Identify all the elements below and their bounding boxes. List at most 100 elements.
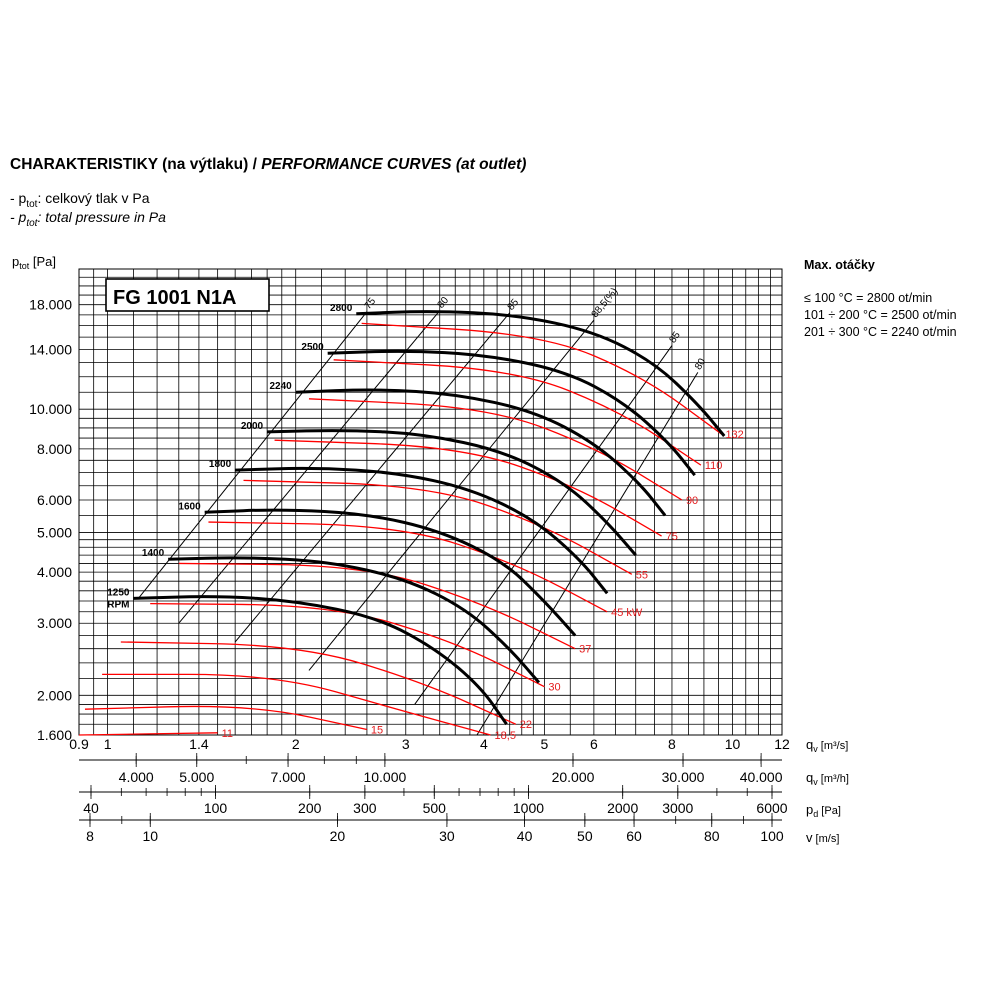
speed-curve-unit: RPM <box>107 599 129 610</box>
secondary-tick-label: 100 <box>204 800 228 816</box>
speed-curve-label: 2000 <box>241 421 264 432</box>
x-tick-label: 1.4 <box>189 736 209 752</box>
legend-line-en: - ptot: total pressure in Pa <box>10 209 166 229</box>
x-tick-label: 6 <box>590 736 598 752</box>
efficiency-label: 85 <box>667 330 683 346</box>
secondary-tick-label: 40.000 <box>740 769 783 785</box>
power-curve-label: 90 <box>686 495 698 507</box>
power-curve-label: 75 <box>666 531 678 543</box>
speed-curve <box>267 429 637 557</box>
speed-curve <box>168 556 541 684</box>
speed-curve <box>133 595 508 726</box>
power-curve-label: 30 <box>548 682 560 694</box>
x-tick-label: 5 <box>540 736 548 752</box>
efficiency-line <box>476 372 699 736</box>
power-curve <box>178 562 576 650</box>
speed-curve-label: 1800 <box>209 459 232 470</box>
power-curve-label: 132 <box>725 429 743 441</box>
legend-text-cz: : celkový tlak v Pa <box>37 190 150 206</box>
efficiency-label: 85 <box>506 297 522 313</box>
efficiency-line <box>414 345 673 705</box>
power-curve-label: 22 <box>520 719 532 731</box>
y-axis-label: ptot [Pa] <box>12 254 56 271</box>
secondary-tick-label: 20.000 <box>552 769 595 785</box>
x-tick-label: 4 <box>480 736 488 752</box>
secondary-tick-label: 8 <box>86 828 94 844</box>
max-speed-row-2: 101 ÷ 200 °C = 2500 ot/min <box>804 308 957 322</box>
y-tick-label: 14.000 <box>29 341 72 357</box>
power-curve <box>150 602 545 688</box>
x-axis-label: qv [m³/s] <box>806 737 848 754</box>
secondary-tick-label: 40 <box>83 800 99 816</box>
secondary-tick-label: 1000 <box>513 800 544 816</box>
secondary-tick-label: 300 <box>353 800 377 816</box>
secondary-tick-label: 4.000 <box>119 769 154 785</box>
legend-text-en: : total pressure in Pa <box>37 209 166 225</box>
speed-curve <box>295 388 667 517</box>
title-english: PERFORMANCE CURVES (at outlet) <box>261 156 527 173</box>
secondary-tick-label: 30 <box>439 828 455 844</box>
speed-curve-label: 1400 <box>142 548 165 559</box>
max-speed-row-1: ≤ 100 °C = 2800 ot/min <box>804 291 933 305</box>
y-tick-label: 8.000 <box>37 441 72 457</box>
power-curve-label: 45 kW <box>611 607 643 619</box>
title-czech: CHARAKTERISTIKY (na výtlaku) / <box>10 156 257 173</box>
power-curve <box>102 673 491 736</box>
power-curve <box>361 322 722 435</box>
speed-curve <box>204 508 577 637</box>
legend-p: - p <box>10 190 27 206</box>
secondary-tick-label: 5.000 <box>179 769 214 785</box>
secondary-tick-label: 40 <box>517 828 533 844</box>
speed-curve-label: 2500 <box>301 342 324 353</box>
secondary-tick-label: 6000 <box>756 800 787 816</box>
secondary-tick-label: 2000 <box>607 800 638 816</box>
x-tick-label: 12 <box>774 736 790 752</box>
secondary-tick-label: 80 <box>704 828 720 844</box>
y-tick-label: 5.000 <box>37 524 72 540</box>
model-label-box <box>105 278 270 312</box>
power-curve <box>333 359 702 466</box>
x-tick-label: 1 <box>104 736 112 752</box>
power-curve <box>84 705 368 731</box>
speed-curve-label: 1250 <box>107 587 130 598</box>
speed-curve-label: 2800 <box>330 303 353 314</box>
secondary-axis-label: pd [Pa] <box>806 802 841 819</box>
efficiency-label: 80 <box>693 356 708 372</box>
secondary-tick-label: 60 <box>626 828 642 844</box>
x-tick-label: 2 <box>292 736 300 752</box>
speed-curve-label: 1600 <box>178 501 201 512</box>
secondary-axis-label: qv [m³/h] <box>806 770 849 787</box>
power-curve-label: 18,5 <box>495 730 516 742</box>
power-curve <box>120 641 517 725</box>
speed-curve <box>327 349 696 477</box>
power-curve-label: 15 <box>371 725 383 737</box>
plot-frame <box>78 268 783 736</box>
speed-curve-label: 2240 <box>269 381 292 392</box>
secondary-axis-label: v [m/s] <box>806 830 839 845</box>
secondary-tick-label: 50 <box>577 828 593 844</box>
y-tick-label: 3.000 <box>37 615 72 631</box>
legend-p2: - p <box>10 209 27 225</box>
y-tick-label: 1.600 <box>37 727 72 743</box>
speed-curve <box>235 466 609 595</box>
secondary-tick-label: 200 <box>298 800 322 816</box>
y-tick-label: 18.000 <box>29 297 72 313</box>
power-curve-label: 11 <box>222 728 233 740</box>
power-curve <box>274 439 662 537</box>
efficiency-label: 75 <box>363 296 379 312</box>
max-speed-row-3: 201 ÷ 300 °C = 2240 ot/min <box>804 325 957 339</box>
x-tick-label: 10 <box>725 736 741 752</box>
secondary-tick-label: 30.000 <box>662 769 705 785</box>
secondary-tick-label: 7.000 <box>271 769 306 785</box>
speed-curve <box>356 310 726 437</box>
power-curve-label: 55 <box>636 569 648 581</box>
power-curve <box>208 521 608 613</box>
y-tick-label: 6.000 <box>37 492 72 508</box>
legend-line-cz: - ptot: celkový tlak v Pa <box>10 190 150 210</box>
page-title: CHARAKTERISTIKY (na výtlaku) / PERFORMAN… <box>10 156 526 174</box>
secondary-tick-label: 100 <box>760 828 784 844</box>
efficiency-label: 80 <box>436 295 452 311</box>
x-tick-label: 0.9 <box>69 736 89 752</box>
max-speed-heading: Max. otáčky <box>804 258 875 272</box>
secondary-tick-label: 500 <box>423 800 447 816</box>
